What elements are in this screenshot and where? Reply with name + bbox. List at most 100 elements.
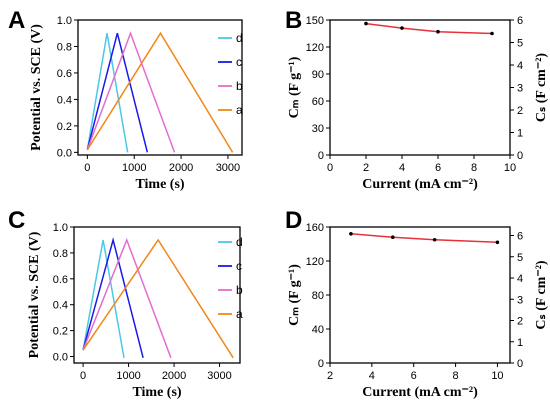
x-tick-label: 2 bbox=[327, 370, 333, 382]
y-tick-label: 150 bbox=[306, 15, 324, 27]
legend-entry: a bbox=[236, 307, 243, 321]
y-right-tick-label: 2 bbox=[517, 316, 523, 328]
plot-frame bbox=[329, 19, 511, 156]
panel-label: D bbox=[285, 207, 302, 234]
data-point bbox=[432, 237, 437, 242]
y-tick-label: 0.0 bbox=[57, 147, 72, 159]
x-tick-label: 3000 bbox=[207, 370, 231, 382]
y-right-axis-label: Cₛ (F cm⁻²) bbox=[534, 260, 549, 329]
y-axis-label: Potential vs. SCE (V) bbox=[29, 24, 44, 151]
legend-entry: c bbox=[236, 259, 242, 273]
series-line-c bbox=[86, 33, 149, 153]
data-point bbox=[495, 240, 500, 245]
x-tick-label: 2 bbox=[363, 162, 369, 174]
series-line-d bbox=[82, 239, 125, 358]
y-tick-label: 0.8 bbox=[53, 248, 68, 260]
y-right-tick-label: 3 bbox=[517, 83, 523, 95]
x-tick-label: 4 bbox=[399, 162, 405, 174]
x-tick-label: 6 bbox=[435, 162, 441, 174]
series-line-a bbox=[86, 31, 234, 153]
x-tick-label: 2000 bbox=[162, 370, 186, 382]
plot-frame bbox=[73, 226, 241, 364]
y-right-tick-label: 5 bbox=[517, 38, 523, 50]
panel-label: C bbox=[8, 207, 25, 234]
chart-panel-a: A 0 1000 2000 3000 0.0 0.2 0.4 0.6 0.8 1.0 Time (s)… bbox=[8, 7, 243, 192]
legend-entry: d bbox=[236, 235, 243, 249]
x-axis-label: Time (s) bbox=[135, 177, 184, 192]
series-line-a bbox=[82, 238, 234, 359]
y-tick-label: 0.4 bbox=[57, 94, 72, 106]
chart-panel-d: D 2 4 6 8 10 0 40 80 120 160 0 1 2 3 4 5 6 Current (mA cm⁻… bbox=[285, 207, 549, 400]
y-axis-label: Cₘ (F g⁻¹) bbox=[287, 56, 302, 118]
x-axis-label: Current (mA cm⁻²) bbox=[362, 385, 478, 400]
y-tick-label: 0 bbox=[318, 150, 324, 162]
x-tick-label: 8 bbox=[453, 370, 459, 382]
panel-label: A bbox=[8, 7, 25, 34]
y-tick-label: 0.2 bbox=[57, 121, 72, 133]
y-tick-label: 60 bbox=[312, 96, 324, 108]
legend-entry: d bbox=[236, 31, 243, 45]
y-right-tick-label: 1 bbox=[517, 337, 523, 349]
y-tick-label: 160 bbox=[306, 222, 324, 234]
x-axis-label: Time (s) bbox=[132, 385, 181, 400]
y-right-tick-label: 0 bbox=[517, 358, 523, 370]
y-right-tick-label: 5 bbox=[517, 252, 523, 264]
y-right-tick-label: 6 bbox=[517, 231, 523, 243]
x-tick-label: 2000 bbox=[169, 162, 193, 174]
y-tick-label: 30 bbox=[312, 123, 324, 135]
y-right-tick-label: 3 bbox=[517, 294, 523, 306]
x-tick-label: 3000 bbox=[216, 162, 240, 174]
y-right-tick-label: 4 bbox=[517, 60, 523, 72]
series-line-c bbox=[82, 237, 144, 359]
y-tick-label: 120 bbox=[306, 42, 324, 54]
x-tick-label: 0 bbox=[80, 370, 86, 382]
y-tick-label: 0.6 bbox=[57, 68, 72, 80]
y-tick-label: 0.2 bbox=[53, 326, 68, 338]
series-line-b bbox=[86, 31, 176, 153]
y-right-axis-label: Cₛ (F cm⁻²) bbox=[534, 53, 549, 122]
y-tick-label: 0 bbox=[318, 358, 324, 370]
data-point bbox=[436, 29, 440, 34]
y-right-tick-label: 1 bbox=[517, 128, 523, 140]
y-tick-label: 0.4 bbox=[53, 300, 68, 312]
x-tick-label: 0 bbox=[84, 162, 90, 174]
data-point bbox=[390, 235, 395, 239]
y-tick-label: 0.6 bbox=[53, 274, 68, 286]
series-line-d bbox=[86, 33, 129, 153]
x-tick-label: 6 bbox=[411, 370, 417, 382]
y-tick-label: 0.8 bbox=[57, 41, 72, 53]
x-tick-label: 1000 bbox=[122, 162, 146, 174]
y-tick-label: 1.0 bbox=[57, 15, 72, 27]
y-right-tick-label: 2 bbox=[517, 105, 523, 117]
series-line bbox=[365, 22, 493, 35]
x-tick-label: 1000 bbox=[116, 370, 140, 382]
y-axis-label: Potential vs. SCE (V) bbox=[27, 231, 42, 358]
y-tick-label: 80 bbox=[312, 290, 324, 302]
y-right-tick-label: 4 bbox=[517, 273, 523, 285]
x-tick-label: 10 bbox=[491, 370, 503, 382]
y-tick-label: 90 bbox=[312, 69, 324, 81]
x-tick-label: 0 bbox=[327, 162, 333, 174]
series-line bbox=[350, 233, 498, 244]
y-tick-label: 40 bbox=[312, 324, 324, 336]
data-point bbox=[364, 21, 368, 26]
y-axis-label: Cₘ (F g⁻¹) bbox=[287, 264, 302, 326]
data-point bbox=[400, 26, 404, 30]
y-right-tick-label: 6 bbox=[517, 15, 523, 27]
y-tick-label: 120 bbox=[306, 256, 324, 268]
y-tick-label: 1.0 bbox=[53, 222, 68, 234]
data-point bbox=[349, 232, 353, 236]
plot-frame bbox=[77, 19, 243, 156]
panel-label: B bbox=[285, 7, 302, 34]
series-line-b bbox=[82, 237, 172, 359]
y-right-tick-label: 0 bbox=[517, 150, 523, 162]
x-tick-label: 4 bbox=[369, 370, 375, 382]
plot-frame bbox=[329, 226, 511, 364]
x-tick-label: 8 bbox=[471, 162, 477, 174]
data-point bbox=[490, 31, 494, 36]
legend-entry: c bbox=[236, 55, 242, 69]
x-axis-label: Current (mA cm⁻²) bbox=[362, 177, 478, 192]
x-tick-label: 10 bbox=[504, 162, 516, 174]
